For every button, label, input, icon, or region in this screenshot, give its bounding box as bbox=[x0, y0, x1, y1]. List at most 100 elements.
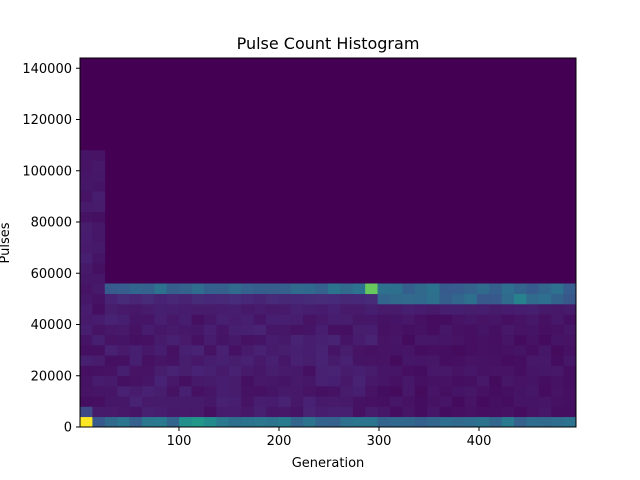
heatmap-cell bbox=[92, 345, 106, 356]
heatmap-cell bbox=[253, 416, 267, 428]
heatmap-cell bbox=[352, 375, 366, 387]
y-tick-label: 0 bbox=[64, 421, 72, 436]
heatmap-cell bbox=[526, 345, 540, 356]
heatmap-cell bbox=[551, 304, 564, 315]
heatmap-cell bbox=[228, 355, 242, 366]
heatmap-cell bbox=[365, 304, 378, 315]
heatmap-cell bbox=[80, 242, 93, 254]
heatmap-cell bbox=[104, 324, 118, 336]
heatmap-cell bbox=[414, 324, 428, 336]
heatmap-cell bbox=[439, 324, 453, 336]
heatmap-cell bbox=[427, 334, 440, 346]
heatmap-cell bbox=[489, 416, 502, 428]
heatmap-cell bbox=[538, 345, 552, 356]
heatmap-cell bbox=[92, 386, 106, 397]
heatmap-cell bbox=[452, 416, 465, 428]
heatmap-cell bbox=[390, 386, 403, 397]
heatmap-cell bbox=[278, 324, 292, 336]
heatmap-cell bbox=[80, 181, 93, 192]
heatmap-cell bbox=[352, 386, 366, 397]
heatmap-cell bbox=[80, 293, 93, 305]
heatmap-cell bbox=[501, 375, 515, 387]
heatmap-cell bbox=[154, 406, 168, 418]
heatmap-cell bbox=[414, 283, 428, 295]
heatmap-cell bbox=[179, 406, 192, 418]
heatmap-cell bbox=[476, 386, 490, 397]
heatmap-cell bbox=[390, 355, 403, 366]
heatmap-cell bbox=[526, 365, 540, 377]
heatmap-cell bbox=[92, 355, 106, 366]
heatmap-cell bbox=[216, 293, 230, 305]
heatmap-cell bbox=[303, 386, 316, 397]
heatmap-cell bbox=[92, 222, 106, 233]
heatmap-cell bbox=[142, 334, 155, 346]
heatmap-cell bbox=[216, 283, 230, 295]
heatmap-cell bbox=[241, 365, 254, 377]
heatmap-cell bbox=[328, 283, 341, 295]
heatmap-cell bbox=[204, 355, 217, 366]
heatmap-cell bbox=[117, 396, 130, 407]
heatmap-cell bbox=[253, 396, 267, 407]
heatmap-cell bbox=[526, 416, 540, 428]
heatmap-cell bbox=[179, 386, 192, 397]
heatmap-cell bbox=[390, 293, 403, 305]
heatmap-cell bbox=[129, 324, 143, 336]
heatmap-cell bbox=[92, 160, 106, 172]
heatmap-cell bbox=[179, 324, 192, 336]
heatmap-cell bbox=[241, 304, 254, 315]
heatmap-cell bbox=[563, 355, 577, 366]
heatmap-cell bbox=[402, 386, 416, 397]
heatmap-cell bbox=[241, 396, 254, 407]
heatmap-cell bbox=[80, 386, 93, 397]
heatmap-cell bbox=[563, 334, 577, 346]
heatmap-cell bbox=[80, 160, 93, 172]
heatmap-cell bbox=[340, 283, 354, 295]
heatmap-cell bbox=[154, 365, 168, 377]
x-tick-label: 400 bbox=[467, 434, 492, 449]
heatmap-cell bbox=[377, 324, 391, 336]
heatmap-cell bbox=[563, 375, 577, 387]
heatmap-cell bbox=[340, 314, 354, 325]
heatmap-cell bbox=[402, 283, 416, 295]
heatmap-cell bbox=[538, 334, 552, 346]
heatmap-cell bbox=[439, 345, 453, 356]
heatmap-cell bbox=[452, 386, 465, 397]
heatmap-cell bbox=[390, 406, 403, 418]
heatmap-cell bbox=[92, 150, 106, 161]
heatmap-cell bbox=[563, 345, 577, 356]
heatmap-cell bbox=[402, 355, 416, 366]
heatmap-cell bbox=[352, 406, 366, 418]
heatmap-cell bbox=[538, 355, 552, 366]
heatmap-cell bbox=[154, 355, 168, 366]
heatmap-cell bbox=[377, 386, 391, 397]
heatmap-cell bbox=[464, 406, 478, 418]
heatmap-cell bbox=[241, 334, 254, 346]
heatmap-cell bbox=[253, 345, 267, 356]
heatmap-cell bbox=[514, 304, 527, 315]
heatmap-cell bbox=[501, 386, 515, 397]
heatmap-cell bbox=[253, 355, 267, 366]
heatmap-cell bbox=[142, 365, 155, 377]
heatmap-cell bbox=[340, 293, 354, 305]
heatmap-cell bbox=[154, 375, 168, 387]
heatmap-cell bbox=[414, 416, 428, 428]
heatmap-cell bbox=[538, 396, 552, 407]
heatmap-cell bbox=[427, 304, 440, 315]
heatmap-cell bbox=[514, 324, 527, 336]
heatmap-cell bbox=[489, 386, 502, 397]
heatmap-cell bbox=[352, 396, 366, 407]
heatmap-cell bbox=[216, 365, 230, 377]
heatmap-cell bbox=[365, 324, 378, 336]
heatmap-cell bbox=[452, 324, 465, 336]
heatmap-cell bbox=[365, 314, 378, 325]
heatmap-cell bbox=[266, 406, 279, 418]
heatmap-cell bbox=[328, 304, 341, 315]
plot-area bbox=[79, 57, 577, 428]
heatmap-cell bbox=[315, 375, 329, 387]
heatmap-cell bbox=[228, 304, 242, 315]
heatmap-cell bbox=[352, 314, 366, 325]
heatmap-cell bbox=[166, 416, 180, 428]
heatmap-cell bbox=[129, 406, 143, 418]
heatmap-cell bbox=[191, 293, 205, 305]
